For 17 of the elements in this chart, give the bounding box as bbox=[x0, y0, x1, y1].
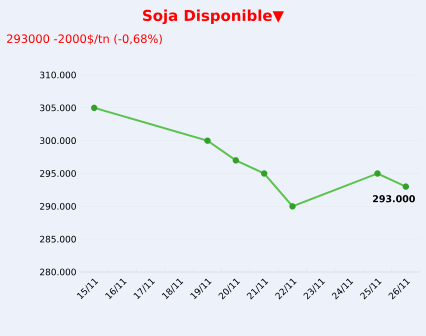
point bbox=[260, 170, 268, 177]
y-tick-label: 285.000 bbox=[40, 236, 76, 243]
y-tick-label: 305.000 bbox=[40, 104, 76, 112]
y-tick-label: 280.000 bbox=[40, 268, 76, 276]
y-tick-label: 290.000 bbox=[40, 202, 76, 210]
chart-title: Soja Disponible▼ bbox=[143, 10, 284, 24]
point bbox=[232, 157, 240, 164]
point bbox=[374, 170, 381, 177]
y-tick-label: 300.000 bbox=[40, 137, 76, 144]
data-label: 293.000 bbox=[373, 195, 415, 202]
y-tick-label: 295.000 bbox=[40, 170, 76, 177]
chart-subtitle: 293000 -2000$/tn (-0,68%) bbox=[7, 34, 162, 45]
point bbox=[289, 203, 296, 210]
y-tick-label: 310.000 bbox=[40, 72, 76, 78]
point bbox=[402, 183, 410, 190]
point bbox=[90, 104, 98, 112]
point bbox=[204, 137, 211, 144]
